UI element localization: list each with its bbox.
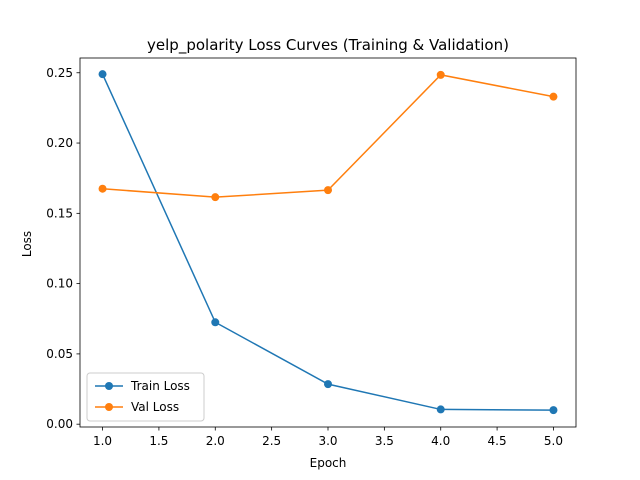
- data-point: [98, 184, 107, 193]
- x-tick-label: 4.0: [431, 434, 450, 448]
- data-point: [211, 193, 220, 202]
- data-point: [211, 318, 220, 327]
- chart-title: yelp_polarity Loss Curves (Training & Va…: [147, 36, 509, 55]
- data-point: [436, 405, 445, 414]
- legend-box: [86, 372, 205, 422]
- x-tick-label: 4.5: [488, 434, 507, 448]
- y-tick-label: 0.05: [46, 347, 73, 361]
- x-tick-label: 2.5: [262, 434, 281, 448]
- x-tick-label: 3.5: [375, 434, 394, 448]
- data-point: [324, 380, 332, 389]
- data-point: [549, 92, 558, 101]
- legend-swatch-marker: [105, 403, 113, 411]
- data-point: [549, 406, 558, 415]
- legend-entry-label: Val Loss: [131, 400, 179, 414]
- y-tick-label: 0.25: [46, 66, 73, 80]
- legend-entry-label: Train Loss: [130, 379, 190, 393]
- x-tick-label: 3.0: [318, 434, 337, 448]
- y-tick-label: 0.15: [46, 206, 73, 220]
- legend-swatch-marker: [105, 382, 113, 390]
- y-tick-label: 0.10: [46, 277, 73, 291]
- y-axis-label: Loss: [20, 231, 34, 257]
- y-tick-label: 0.00: [46, 417, 73, 431]
- x-tick-label: 1.0: [93, 434, 112, 448]
- y-tick-label: 0.20: [46, 136, 73, 150]
- x-tick-label: 5.0: [544, 434, 563, 448]
- plot-area: 1.0 1.5 2.0 2.5 3.0 3.5 4.0 4.5 5.0 0.00 0.05 0.10 0…: [46, 57, 577, 448]
- x-tick-label: 1.5: [149, 434, 168, 448]
- x-axis-label: Epoch: [310, 456, 347, 470]
- data-point: [324, 186, 332, 195]
- x-tick-label: 2.0: [206, 434, 225, 448]
- data-point: [98, 70, 107, 79]
- data-point: [436, 70, 445, 79]
- legend: Train Loss Val Loss: [86, 372, 205, 422]
